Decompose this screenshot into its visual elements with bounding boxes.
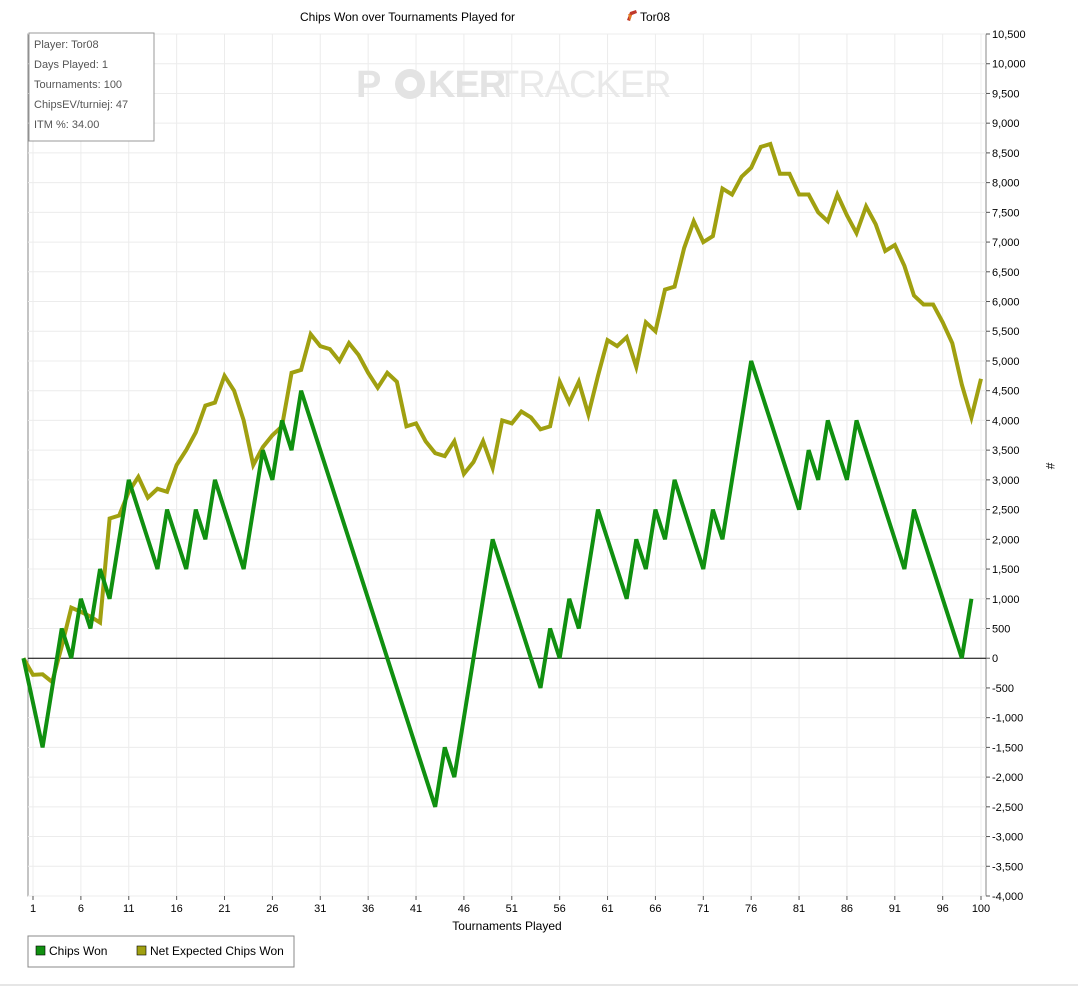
legend-label-net-expected: Net Expected Chips Won — [150, 944, 284, 958]
legend-swatch-net-expected — [136, 945, 147, 956]
y-tick-label: 3,500 — [992, 445, 1020, 457]
info-days-played: Days Played: 1 — [34, 59, 108, 71]
y-tick-label: 500 — [992, 623, 1010, 635]
y-tick-label: 10,500 — [992, 29, 1026, 41]
watermark-chip-center — [403, 77, 417, 91]
x-tick-label: 1 — [30, 903, 36, 915]
x-tick-label: 31 — [314, 903, 326, 915]
info-chipsev: ChipsEV/turniej: 47 — [34, 99, 128, 111]
series-layer — [21, 141, 983, 808]
legend-swatch-chips-won — [35, 945, 46, 956]
x-tick-label: 6 — [78, 903, 84, 915]
y-tick-label: 1,000 — [992, 594, 1020, 606]
x-tick-label: 16 — [171, 903, 183, 915]
y-tick-label: 5,500 — [992, 326, 1020, 338]
watermark-text-tracker: TRACKER — [496, 64, 671, 106]
x-tick-label: 76 — [745, 903, 757, 915]
chart-title-player: Tor08 — [640, 10, 670, 24]
y-tick-label: -2,000 — [992, 772, 1023, 784]
x-tick-label: 91 — [889, 903, 901, 915]
x-tick-label: 11 — [123, 903, 134, 915]
y-tick-label: 8,000 — [992, 178, 1020, 190]
legend: Chips Won Net Expected Chips Won — [27, 935, 295, 968]
y-tick-label: 6,000 — [992, 297, 1020, 309]
chart-title: Chips Won over Tournaments Played for — [300, 10, 515, 24]
y-tick-label: 1,500 — [992, 564, 1020, 576]
series-line-net-expected-chips-won — [21, 141, 983, 686]
player-info-box: Player: Tor08 Days Played: 1 Tournaments… — [28, 32, 155, 142]
x-tick-label: 56 — [554, 903, 566, 915]
y-tick-label: -1,500 — [992, 742, 1023, 754]
y-tick-label: 2,000 — [992, 534, 1020, 546]
x-tick-label: 86 — [841, 903, 853, 915]
info-tournaments: Tournaments: 100 — [34, 79, 122, 91]
y-tick-label: 2,500 — [992, 505, 1020, 517]
x-tick-label: 96 — [937, 903, 949, 915]
x-tick-label: 41 — [410, 903, 422, 915]
info-itm: ITM %: 34.00 — [34, 119, 99, 131]
series-line-chips-won — [21, 360, 974, 808]
x-tick-label: 100 — [972, 903, 990, 915]
x-tick-label: 61 — [601, 903, 613, 915]
y-tick-label: 5,000 — [992, 356, 1020, 368]
watermark-text-p: P — [356, 64, 381, 106]
poker-tracker-watermark: P KER TRACKER — [356, 64, 672, 106]
y-tick-label: -3,000 — [992, 832, 1023, 844]
y-axis-label: # — [1043, 463, 1057, 470]
x-tick-label: 81 — [793, 903, 805, 915]
legend-label-chips-won: Chips Won — [49, 944, 107, 958]
y-tick-label: 7,000 — [992, 237, 1020, 249]
y-tick-label: 9,000 — [992, 118, 1020, 130]
y-tick-label: 9,500 — [992, 88, 1020, 100]
info-player: Player: Tor08 — [34, 39, 99, 51]
x-tick-label: 36 — [362, 903, 374, 915]
y-tick-label: 7,500 — [992, 207, 1020, 219]
y-tick-label: 4,500 — [992, 386, 1020, 398]
player-network-icon — [627, 10, 637, 21]
x-tick-label: 21 — [218, 903, 230, 915]
x-tick-label: 26 — [266, 903, 278, 915]
y-tick-label: 6,500 — [992, 267, 1020, 279]
y-axis-ticks: -4,000 -3,500 -3,000 -2,500 -2,000 -1,500 -1,0… — [986, 29, 1026, 903]
y-tick-label: -3,500 — [992, 861, 1023, 873]
y-tick-label: 10,000 — [992, 59, 1026, 71]
y-tick-label: -1,000 — [992, 713, 1023, 725]
y-tick-label: -500 — [992, 683, 1014, 695]
y-tick-label: -2,500 — [992, 802, 1023, 814]
x-tick-label: 46 — [458, 903, 470, 915]
y-tick-label: 3,000 — [992, 475, 1020, 487]
watermark-text-ker: KER — [428, 64, 506, 106]
x-tick-label: 51 — [506, 903, 518, 915]
plot-area — [27, 33, 987, 897]
y-tick-label: -4,000 — [992, 891, 1023, 903]
y-tick-label: 4,000 — [992, 415, 1020, 427]
y-tick-label: 0 — [992, 653, 998, 665]
y-tick-label: 8,500 — [992, 148, 1020, 160]
x-axis-label: Tournaments Played — [452, 919, 561, 933]
x-tick-label: 66 — [649, 903, 661, 915]
x-axis-ticks: 1 6 11 16 21 26 31 36 41 46 51 56 61 66 71 76 81 86 91 96 10… — [30, 896, 990, 915]
x-tick-label: 71 — [697, 903, 709, 915]
